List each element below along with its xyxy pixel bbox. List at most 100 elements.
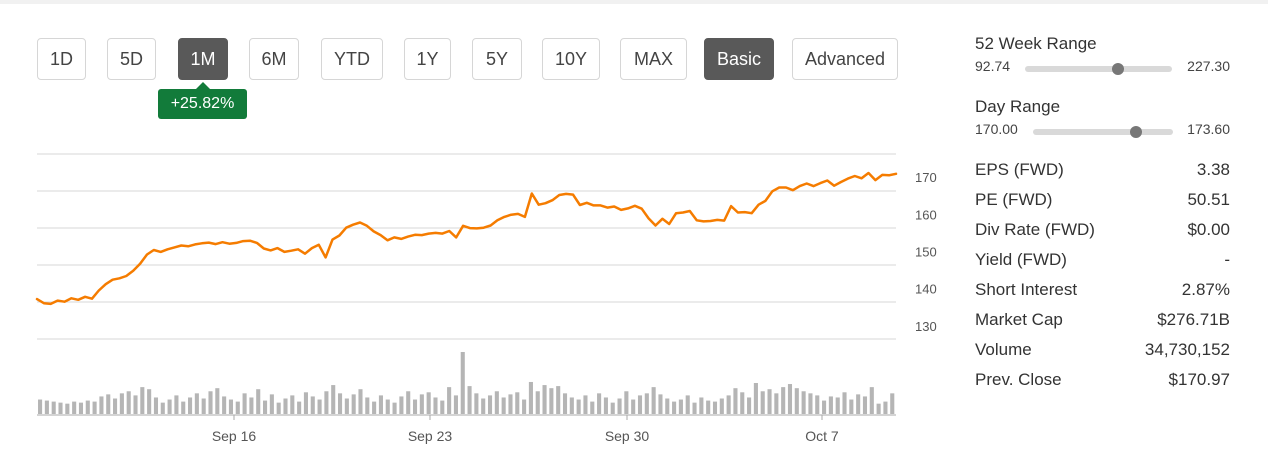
- volume-bar: [549, 388, 554, 414]
- volume-bar: [678, 399, 683, 414]
- volume-bar: [617, 398, 622, 414]
- y-tick-label: 140: [915, 282, 937, 297]
- volume-bar: [747, 397, 752, 414]
- volume-bar: [890, 393, 895, 414]
- volume-bar: [406, 391, 411, 414]
- x-tick-label: Sep 23: [408, 428, 453, 444]
- volume-bar: [38, 399, 43, 414]
- stat-row-eps: EPS (FWD) 3.38: [975, 160, 1230, 190]
- range-10y-button[interactable]: 10Y: [542, 38, 600, 80]
- x-tick-label: Sep 16: [212, 428, 257, 444]
- y-axis-ticks: 170 160 150 140 130: [915, 170, 937, 334]
- week52-range-marker: [1112, 63, 1125, 75]
- volume-bar: [331, 385, 336, 414]
- volume-bar: [822, 400, 827, 414]
- volume-bar: [787, 384, 793, 414]
- volume-bar: [65, 403, 70, 414]
- stat-row-yield: Yield (FWD) -: [975, 250, 1230, 280]
- volume-bar: [147, 389, 152, 414]
- volume-bar: [78, 402, 84, 414]
- volume-bar: [385, 399, 390, 414]
- day-range-title: Day Range: [975, 97, 1061, 116]
- volume-bar: [672, 401, 677, 414]
- volume-bar: [835, 397, 840, 414]
- volume-bar: [337, 393, 343, 414]
- volume-bar: [419, 394, 424, 414]
- volume-bar: [603, 397, 608, 414]
- range-1y-button[interactable]: 1Y: [404, 38, 451, 80]
- volume-bar: [99, 396, 104, 414]
- stat-row-market-cap: Market Cap $276.71B: [975, 310, 1230, 340]
- volume-bar: [856, 394, 861, 414]
- stat-label: Short Interest: [975, 280, 1078, 299]
- volume-bar: [508, 394, 513, 414]
- volume-bar: [119, 393, 124, 414]
- volume-bar: [447, 387, 452, 414]
- volume-bar: [590, 401, 595, 414]
- day-range-track: [1033, 126, 1173, 138]
- volume-bar: [542, 385, 547, 414]
- volume-bar: [869, 387, 874, 414]
- x-axis-ticks: Sep 16 Sep 23 Sep 30 Oct 7: [212, 415, 839, 444]
- volume-bar: [317, 399, 322, 414]
- volume-bar: [501, 397, 506, 414]
- volume-bar: [876, 403, 881, 414]
- range-5y-button[interactable]: 5Y: [472, 38, 522, 80]
- volume-bar: [583, 395, 588, 414]
- volume-bar: [290, 395, 295, 414]
- stat-value: $0.00: [1187, 220, 1230, 239]
- volume-bar: [215, 388, 220, 414]
- view-advanced-button[interactable]: Advanced: [792, 38, 898, 80]
- stat-row-div-rate: Div Rate (FWD) $0.00: [975, 220, 1230, 250]
- volume-bar: [256, 389, 261, 414]
- range-1m-button[interactable]: 1M: [178, 38, 228, 80]
- volume-bar: [631, 399, 636, 414]
- stat-value: $170.97: [1168, 370, 1230, 389]
- volume-bar: [597, 393, 602, 414]
- volume-bar: [106, 394, 111, 414]
- volume-bar: [351, 394, 356, 414]
- volume-bar: [481, 398, 486, 414]
- volume-bar: [781, 387, 786, 414]
- volume-bar: [665, 398, 670, 414]
- volume-bar: [85, 400, 90, 414]
- range-max-button[interactable]: MAX: [620, 38, 687, 80]
- volume-bar: [297, 401, 302, 414]
- volume-bar: [433, 397, 438, 414]
- range-6m-button[interactable]: 6M: [249, 38, 299, 80]
- y-tick-label: 170: [915, 170, 937, 185]
- volume-bar: [651, 387, 656, 414]
- week52-range: 52 Week Range 92.74 227.30: [975, 34, 1230, 78]
- volume-bar: [467, 386, 472, 414]
- volume-bar: [719, 398, 724, 414]
- y-tick-label: 160: [915, 207, 937, 222]
- view-basic-button[interactable]: Basic: [704, 38, 774, 80]
- stat-row-volume: Volume 34,730,152: [975, 340, 1230, 370]
- volume-bar: [167, 399, 172, 414]
- volume-bar: [644, 393, 649, 414]
- volume-bar: [58, 402, 63, 414]
- price-chart[interactable]: 170 160 150 140 130 Sep 16 Sep 23 Sep 30 Oct 7: [0, 4, 960, 450]
- volume-bar: [842, 392, 847, 414]
- volume-bar: [692, 402, 697, 414]
- volume-bar: [706, 400, 711, 414]
- range-5d-button[interactable]: 5D: [107, 38, 156, 80]
- volume-bar: [828, 396, 833, 414]
- volume-bar: [358, 389, 363, 414]
- volume-bar: [269, 394, 274, 414]
- volume-bar: [208, 391, 213, 414]
- volume-bar: [535, 391, 540, 414]
- volume-bar: [324, 391, 329, 414]
- range-1d-button[interactable]: 1D: [37, 38, 86, 80]
- volume-bar: [303, 392, 308, 414]
- volume-bar: [794, 388, 799, 414]
- volume-bar: [440, 400, 445, 414]
- range-ytd-button[interactable]: YTD: [321, 38, 383, 80]
- day-range-marker: [1129, 126, 1142, 138]
- volume-bar: [883, 401, 888, 414]
- day-high: 173.60: [1187, 121, 1230, 137]
- volume-bar: [160, 402, 165, 414]
- volume-bar: [774, 393, 779, 414]
- stat-value: $276.71B: [1157, 310, 1230, 329]
- volume-bar: [242, 393, 247, 414]
